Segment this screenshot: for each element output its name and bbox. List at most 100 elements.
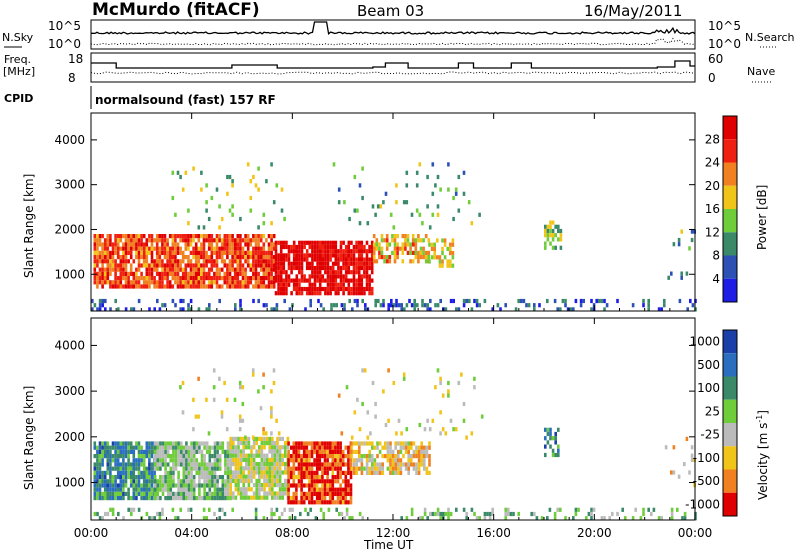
heatmap-cell (93, 276, 97, 281)
colorbar-segment (723, 469, 737, 493)
heatmap-cell (412, 449, 416, 454)
heatmap-cell (372, 259, 376, 264)
heatmap-cell (371, 454, 374, 459)
heatmap-cell (260, 483, 264, 488)
heatmap-cell (415, 470, 418, 475)
heatmap-cell (318, 449, 322, 454)
heatmap-cell (258, 474, 261, 479)
heatmap-cell (337, 274, 340, 279)
heatmap-cell (546, 237, 550, 242)
heatmap-cell (155, 284, 159, 289)
heatmap-cell (247, 478, 251, 483)
heatmap-cell (257, 259, 260, 264)
heatmap-cell (239, 466, 243, 471)
heatmap-cell (259, 246, 263, 251)
heatmap-cell (205, 445, 209, 450)
heatmap-cell (101, 263, 104, 268)
heatmap-cell (229, 466, 232, 471)
heatmap-cell (132, 470, 136, 475)
heatmap-cell (272, 368, 276, 373)
heatmap-cell (226, 462, 230, 467)
heatmap-cell (197, 271, 201, 276)
heatmap-cell (273, 462, 277, 467)
heatmap-cell (220, 238, 224, 243)
heatmap-cell (404, 449, 408, 454)
heatmap-cell (457, 307, 461, 312)
heatmap-cell (373, 466, 377, 471)
heatmap-cell (352, 286, 356, 292)
heatmap-cell (254, 259, 258, 264)
heatmap-cell (287, 261, 291, 266)
heatmap-cell (200, 255, 203, 260)
heatmap-cell (300, 445, 303, 450)
heatmap-cell (213, 511, 216, 517)
heatmap-cell (352, 282, 356, 287)
heatmap-cell (389, 445, 392, 450)
heatmap-cell (207, 280, 211, 285)
heatmap-cell (285, 257, 288, 262)
heatmap-cell (313, 462, 316, 467)
heatmap-cell (226, 246, 229, 251)
heatmap-cell (124, 449, 128, 454)
heatmap-cell (258, 445, 261, 450)
heatmap-cell (557, 237, 560, 242)
heatmap-cell (226, 487, 230, 492)
freq-panel-frame (90, 52, 696, 83)
heatmap-cell (229, 458, 232, 463)
heatmap-cell (172, 475, 175, 480)
heatmap-cell (187, 475, 191, 480)
heatmap-cell (284, 491, 287, 496)
heatmap-cell (358, 221, 362, 226)
noise-left-tick-top: 10^5 (48, 19, 81, 33)
heatmap-cell (350, 291, 353, 296)
heatmap-cell (124, 242, 128, 247)
heatmap-cell (106, 483, 110, 488)
heatmap-cell (179, 284, 182, 289)
heatmap-cell (111, 507, 115, 512)
heatmap-cell (210, 280, 214, 285)
colorbar-segment (723, 330, 737, 354)
heatmap-cell (688, 246, 691, 251)
heatmap-cell (277, 431, 281, 436)
heatmap-cell (122, 445, 125, 450)
heatmap-cell (449, 246, 452, 251)
heatmap-cell (236, 234, 240, 239)
heatmap-cell (93, 487, 97, 492)
heatmap-cell (135, 458, 138, 463)
heatmap-cell (148, 475, 151, 480)
heatmap-cell (252, 474, 256, 479)
heatmap-cell (287, 500, 290, 505)
heatmap-cell (268, 483, 271, 488)
heatmap-cell (142, 470, 146, 475)
heatmap-cell (368, 244, 371, 250)
heatmap-cell (202, 250, 206, 255)
heatmap-cell (305, 286, 309, 292)
colorbar-tick-label: 28 (705, 132, 720, 146)
heatmap-cell (210, 267, 214, 272)
heatmap-cell (554, 224, 557, 229)
heatmap-cell (161, 462, 165, 467)
heatmap-cell (142, 255, 146, 260)
heatmap-cell (190, 449, 193, 454)
heatmap-cell (292, 483, 296, 488)
heatmap-cell (272, 276, 276, 281)
heatmap-cell (287, 449, 290, 454)
heatmap-cell (192, 234, 195, 239)
heatmap-cell (135, 267, 138, 272)
heatmap-cell (215, 276, 219, 281)
heatmap-cell (166, 259, 169, 264)
heatmap-cell (331, 483, 335, 488)
heatmap-cell (491, 307, 494, 312)
heatmap-cell (290, 278, 293, 283)
heatmap-cell (244, 255, 247, 260)
heatmap-cell (451, 263, 455, 268)
heatmap-cell (220, 259, 224, 264)
heatmap-cell (276, 441, 279, 446)
heatmap-cell (257, 238, 260, 243)
heatmap-cell (132, 246, 136, 251)
heatmap-cell (109, 259, 112, 264)
heatmap-cell (415, 445, 418, 450)
heatmap-cell (229, 483, 232, 488)
heatmap-cell (672, 445, 676, 450)
heatmap-cell (124, 234, 128, 239)
